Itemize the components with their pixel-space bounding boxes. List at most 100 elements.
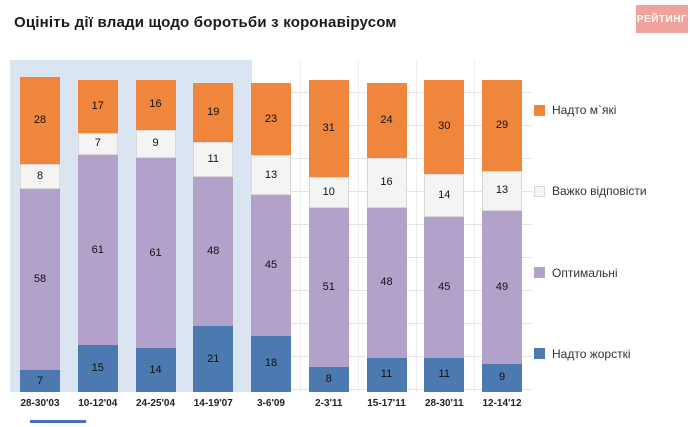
bar-segment: 11	[366, 357, 407, 392]
segment-value-label: 18	[264, 357, 278, 370]
bar-stack: 17 7 61 15	[77, 80, 118, 392]
bar-segment: 14	[135, 348, 176, 392]
legend-label: Надто м`які	[552, 103, 617, 117]
bar-segment: 15	[77, 345, 118, 392]
segment-value-label: 7	[36, 374, 44, 387]
bar-segment: 28	[20, 76, 60, 165]
segment-value-label: 61	[149, 246, 162, 259]
segment-value-label: 29	[495, 118, 509, 131]
bar-segment: 11	[424, 357, 465, 392]
legend-swatch	[534, 348, 545, 360]
bar-segment: 11	[193, 142, 234, 177]
bar-segment: 18	[251, 335, 291, 392]
segment-value-label: 9	[498, 371, 506, 384]
segment-value-label: 51	[322, 280, 335, 293]
bar-column: 24 16 48 11 15-17'11	[359, 60, 415, 415]
bar-column: 30 14 45 11 28-30'11	[416, 60, 472, 415]
bar-segment: 19	[193, 83, 234, 143]
bar-stack: 23 13 45 18	[251, 83, 291, 392]
category-label: 2-3'11	[315, 398, 343, 409]
bar-segment: 31	[308, 80, 349, 177]
segment-value-label: 7	[94, 137, 101, 150]
segment-value-label: 15	[91, 362, 104, 375]
bar-segment: 9	[482, 363, 522, 392]
segment-value-label: 16	[149, 98, 162, 111]
legend-item: Надто м`які	[534, 103, 684, 117]
bar-segment: 45	[251, 195, 291, 336]
segment-value-label: 13	[264, 168, 278, 181]
bar-stack: 16 9 61 14	[135, 80, 176, 392]
bar-segment: 8	[308, 367, 349, 392]
bar-segment: 13	[251, 154, 291, 196]
segment-value-label: 13	[495, 184, 509, 197]
segment-value-label: 30	[438, 120, 451, 133]
segment-value-label: 16	[380, 176, 393, 189]
bar-stack: 30 14 45 11	[424, 80, 465, 392]
segment-value-label: 48	[207, 245, 220, 258]
bar-column: 19 11 48 21 14-19'07	[185, 60, 241, 415]
bar-column: 16 9 61 14 24-25'04	[128, 60, 184, 415]
legend-label: Важко відповісти	[552, 184, 647, 199]
legend-label: Оптимальні	[552, 265, 618, 280]
legend-item: Надто жорсткі	[534, 347, 684, 361]
segment-value-label: 14	[438, 188, 451, 201]
segment-value-label: 23	[264, 112, 278, 125]
bar-segment: 16	[366, 158, 407, 208]
bar-segment: 45	[424, 217, 465, 358]
segment-value-label: 49	[495, 280, 509, 293]
segment-value-label: 11	[380, 368, 393, 381]
category-label: 24-25'04	[135, 398, 176, 409]
segment-value-label: 61	[91, 243, 104, 256]
bar-stack: 29 13 49 9	[482, 80, 522, 392]
legend: Надто м`які Важко відповісти Оптимальні Над…	[534, 103, 684, 361]
bar-segment: 8	[20, 164, 60, 190]
legend-swatch	[534, 104, 545, 116]
legend-item: Важко відповісти	[534, 184, 684, 198]
bar-segment: 24	[366, 83, 407, 159]
category-label: 28-30'11	[424, 398, 464, 409]
bar-column: 31 10 51 8 2-3'11	[301, 60, 357, 415]
bar-segment: 17	[77, 80, 118, 134]
bar-segment: 21	[193, 326, 234, 392]
segment-value-label: 19	[207, 106, 220, 119]
category-label: 10-12'04	[78, 398, 118, 409]
bar-stack: 31 10 51 8	[308, 80, 349, 392]
bar-segment: 30	[424, 80, 465, 174]
segment-value-label: 11	[207, 153, 219, 166]
category-label: 3-6'09	[257, 398, 285, 409]
bar-segment: 10	[308, 176, 349, 208]
segment-value-label: 17	[91, 100, 104, 113]
segment-value-label: 8	[36, 170, 44, 183]
bar-segment: 58	[20, 189, 60, 371]
segment-value-label: 48	[380, 276, 393, 289]
bar-segment: 16	[135, 80, 176, 130]
segment-value-label: 45	[264, 259, 278, 272]
segment-value-label: 28	[33, 114, 47, 127]
legend-label: Надто жорсткі	[552, 346, 631, 361]
bar-segment: 51	[308, 207, 349, 368]
segment-value-label: 21	[207, 352, 220, 365]
bar-column: 17 7 61 15 10-12'04	[70, 60, 126, 415]
bar-segment: 7	[20, 370, 60, 392]
category-label: 28-30'03	[20, 398, 60, 409]
bar-stack: 19 11 48 21	[193, 83, 234, 392]
bar-column: 23 13 45 18 3-6'09	[243, 60, 299, 415]
bar-segment: 9	[135, 129, 176, 159]
decorative-line	[30, 420, 86, 423]
segment-value-label: 9	[152, 137, 159, 150]
rating-logo: РЕЙТИНГ	[636, 5, 688, 33]
bar-segment: 7	[77, 133, 118, 155]
segment-value-label: 45	[438, 280, 451, 293]
stacked-bar-chart: 28 8 58 7 28-30'03 17 7 61 15 10-12'04 16 9 61 14 24-2…	[10, 60, 532, 415]
bar-segment: 29	[482, 80, 522, 171]
category-label: 14-19'07	[193, 398, 233, 409]
bar-segment: 48	[193, 176, 234, 327]
segment-value-label: 31	[322, 121, 335, 134]
segment-value-label: 24	[380, 114, 393, 127]
legend-swatch	[534, 185, 545, 197]
page-title: Оцініть дії влади щодо боротьби з корона…	[14, 14, 397, 31]
bars-container: 28 8 58 7 28-30'03 17 7 61 15 10-12'04 16 9 61 14 24-2…	[10, 60, 532, 415]
legend-swatch	[534, 267, 545, 279]
category-label: 15-17'11	[367, 398, 406, 409]
